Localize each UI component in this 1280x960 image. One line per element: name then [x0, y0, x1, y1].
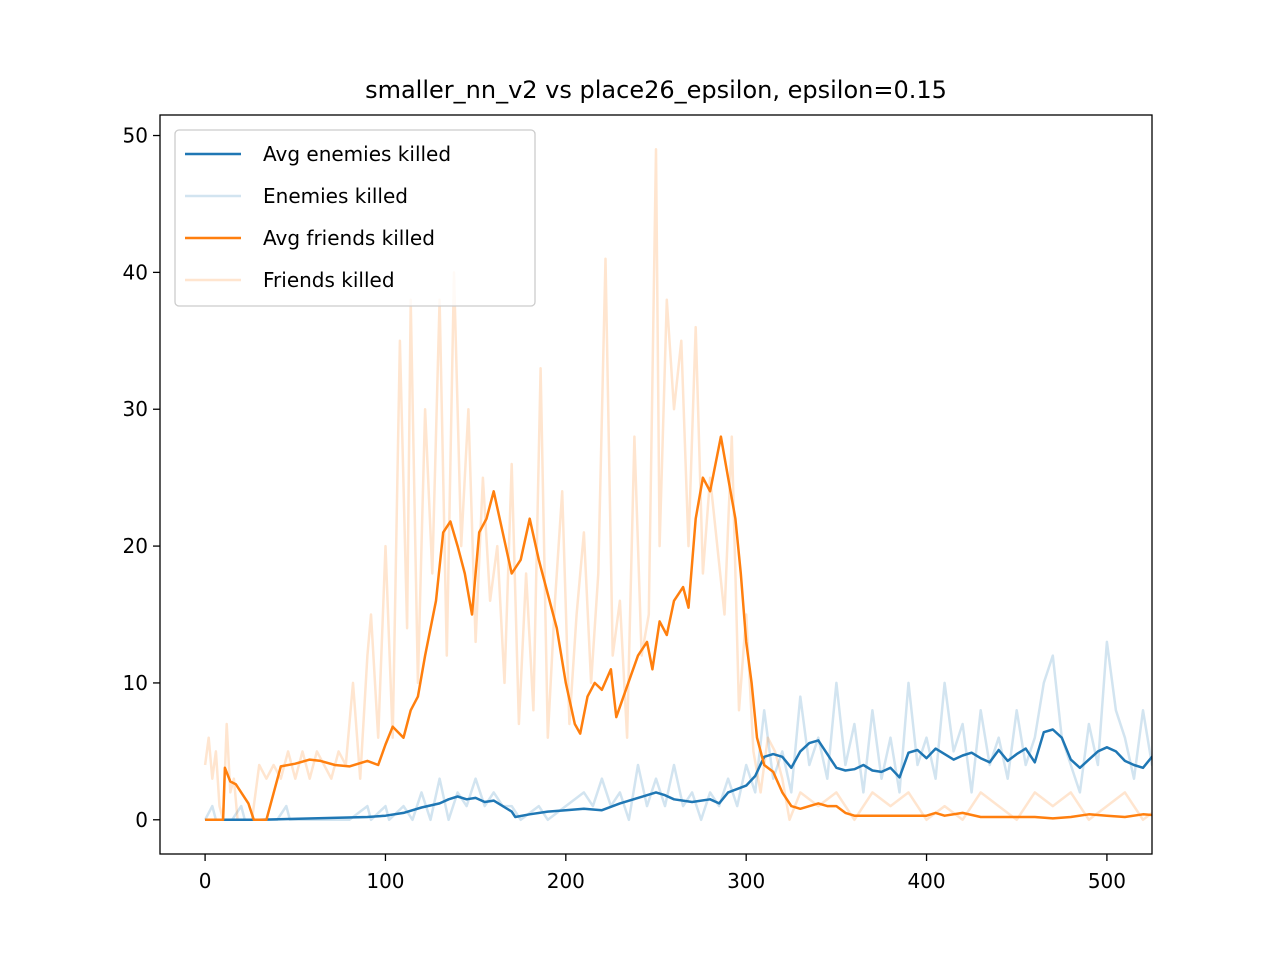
x-tick-label: 500	[1088, 869, 1126, 893]
series-layer	[203, 147, 1152, 822]
series-line-enemies-killed	[203, 640, 1152, 822]
legend-label: Avg enemies killed	[263, 142, 451, 166]
series-line-avg-friends-killed	[205, 435, 1152, 822]
legend-label: Enemies killed	[263, 184, 408, 208]
legend-label: Friends killed	[263, 268, 395, 292]
legend-box	[174, 129, 536, 307]
plot-frame	[159, 114, 1153, 855]
x-tick-label: 0	[199, 869, 212, 893]
legend: Avg enemies killed Enemies killed Avg frie…	[174, 129, 536, 307]
axes-layer: 0 100 200 300 400 500 0 10 20 30 40 50	[123, 124, 1126, 893]
y-tick-label: 0	[135, 808, 148, 832]
x-tick-label: 100	[366, 869, 404, 893]
series-line-friends-killed	[203, 147, 1152, 822]
chart-title: smaller_nn_v2 vs place26_epsilon, epsilo…	[365, 76, 947, 104]
x-tick-label: 400	[907, 869, 945, 893]
y-tick-label: 50	[123, 124, 148, 148]
y-tick-label: 20	[123, 534, 148, 558]
x-tick-label: 300	[727, 869, 765, 893]
y-tick-label: 40	[123, 260, 148, 284]
y-tick-label: 30	[123, 397, 148, 421]
y-tick-label: 10	[123, 671, 148, 695]
x-tick-label: 200	[547, 869, 585, 893]
legend-label: Avg friends killed	[263, 226, 435, 250]
series-line-avg-enemies-killed	[205, 728, 1152, 822]
